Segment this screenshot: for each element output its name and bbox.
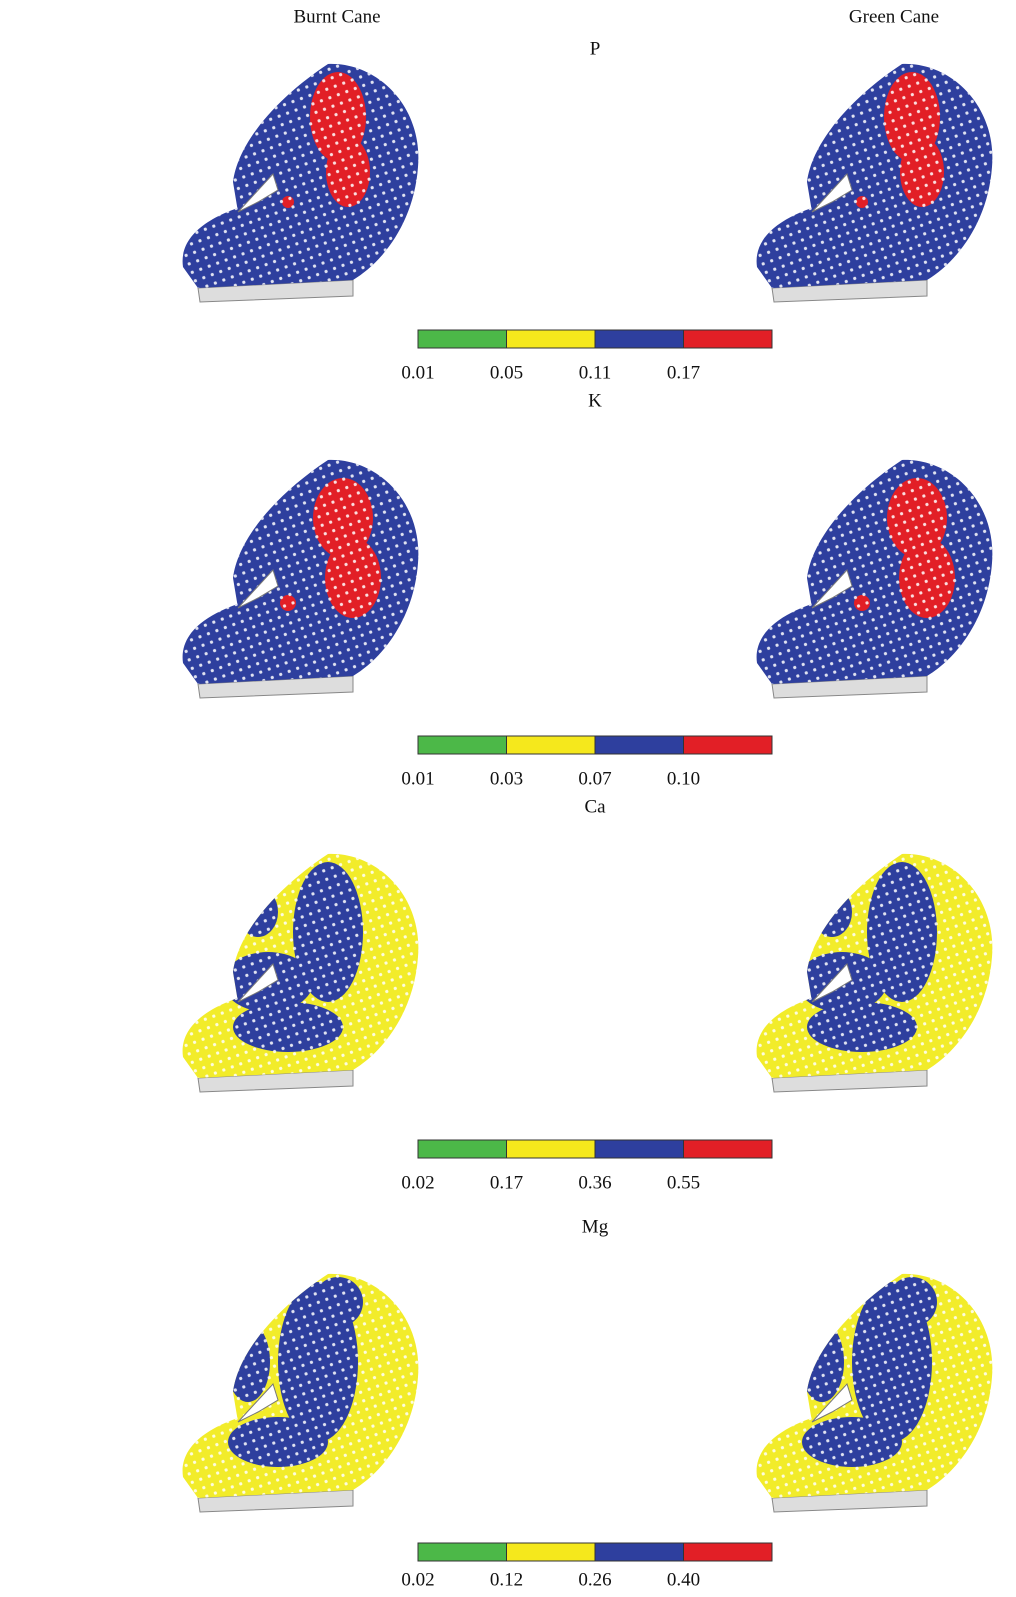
field-dots bbox=[178, 62, 423, 292]
colorbar-segment bbox=[595, 330, 684, 348]
colorbar-segment bbox=[418, 1543, 507, 1561]
field-map bbox=[752, 852, 997, 1092]
colorbar-segment bbox=[684, 736, 773, 754]
field-map bbox=[178, 62, 423, 302]
field-dots bbox=[178, 458, 423, 688]
panel-title: P bbox=[590, 38, 601, 59]
colorbar-segment bbox=[684, 330, 773, 348]
panel-title: Mg bbox=[582, 1216, 609, 1237]
column-header: Burnt Cane bbox=[293, 6, 380, 27]
colorbar-tick-label: 0.10 bbox=[667, 768, 700, 789]
colorbar-segment bbox=[684, 1543, 773, 1561]
colorbar-segment bbox=[418, 1140, 507, 1158]
colorbar-tick-label: 0.12 bbox=[490, 1569, 523, 1590]
colorbar-segment bbox=[595, 1140, 684, 1158]
colorbar-segment bbox=[595, 1543, 684, 1561]
field-dots bbox=[752, 458, 997, 688]
field-map bbox=[178, 1272, 423, 1512]
colorbar-segment bbox=[507, 330, 596, 348]
colorbar-segment bbox=[418, 330, 507, 348]
field-map bbox=[752, 458, 997, 698]
field-surface bbox=[752, 852, 997, 1082]
colorbar-tick-label: 0.07 bbox=[578, 768, 611, 789]
colorbar-tick-label: 0.55 bbox=[667, 1172, 700, 1193]
panel-title: K bbox=[588, 390, 602, 411]
colorbar-tick-label: 0.05 bbox=[490, 362, 523, 383]
field-surface bbox=[752, 62, 997, 292]
field-dots bbox=[752, 852, 997, 1082]
field-map bbox=[752, 62, 997, 302]
colorbar-tick-label: 0.17 bbox=[667, 362, 700, 383]
field-map bbox=[178, 458, 423, 698]
field-surface bbox=[178, 1272, 423, 1502]
colorbar-tick-label: 0.26 bbox=[578, 1569, 611, 1590]
colorbar-segment bbox=[507, 736, 596, 754]
figure: Burnt Cane Green Cane P 0.01 0.05 0.11 0.17 K… bbox=[0, 0, 1016, 1597]
field-map bbox=[752, 1272, 997, 1512]
colorbar-segment bbox=[418, 736, 507, 754]
field-dots bbox=[178, 1272, 423, 1502]
field-surface bbox=[178, 852, 423, 1082]
field-surface bbox=[752, 458, 997, 688]
colorbar-tick-label: 0.36 bbox=[578, 1172, 611, 1193]
colorbar-tick-label: 0.01 bbox=[401, 362, 434, 383]
field-map bbox=[178, 852, 423, 1092]
panel-title: Ca bbox=[584, 796, 606, 817]
field-surface bbox=[178, 458, 423, 688]
colorbar-tick-label: 0.02 bbox=[401, 1569, 434, 1590]
field-surface bbox=[752, 1272, 997, 1502]
field-dots bbox=[752, 1272, 997, 1502]
colorbar-tick-label: 0.01 bbox=[401, 768, 434, 789]
colorbar-tick-label: 0.11 bbox=[579, 362, 612, 383]
colorbar-tick-label: 0.02 bbox=[401, 1172, 434, 1193]
field-surface bbox=[178, 62, 423, 292]
colorbar-tick-label: 0.40 bbox=[667, 1569, 700, 1590]
colorbar-tick-label: 0.17 bbox=[490, 1172, 523, 1193]
colorbar-segment bbox=[684, 1140, 773, 1158]
page: {"headers": ["Burnt Cane", "Green Cane"]… bbox=[0, 0, 1016, 1597]
field-dots bbox=[752, 62, 997, 292]
colorbar-segment bbox=[507, 1140, 596, 1158]
column-header: Green Cane bbox=[849, 6, 939, 27]
colorbar-tick-label: 0.03 bbox=[490, 768, 523, 789]
field-dots bbox=[178, 852, 423, 1082]
colorbar-segment bbox=[595, 736, 684, 754]
colorbar-segment bbox=[507, 1543, 596, 1561]
